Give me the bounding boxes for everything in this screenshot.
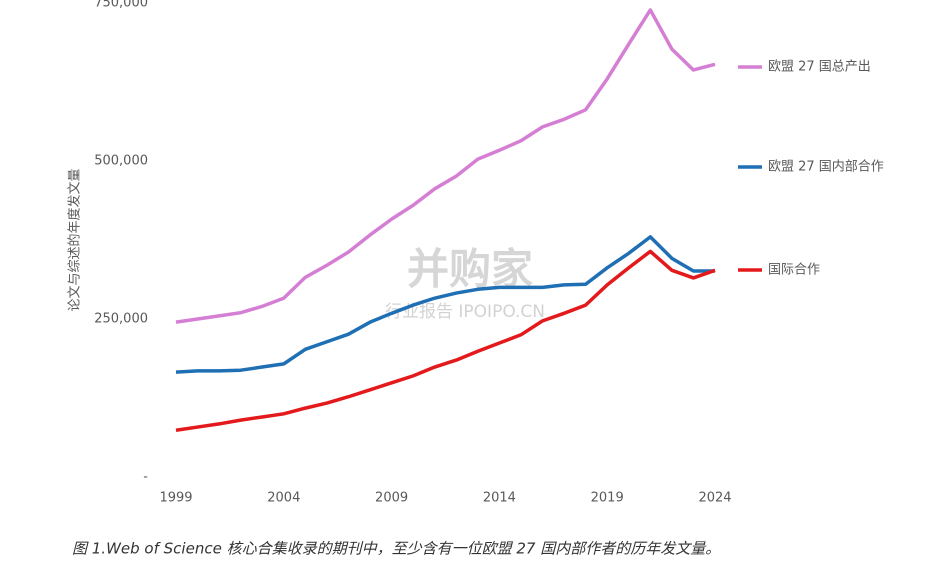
- y-axis-label: 论文与综述的年度发文量: [67, 168, 83, 311]
- y-tick-label: -: [143, 470, 148, 485]
- x-tick-label: 2024: [698, 491, 731, 506]
- series-line: [175, 8, 716, 324]
- y-tick-label: 750,000: [94, 0, 148, 11]
- x-tick-label: 2019: [591, 491, 624, 506]
- legend-label: 欧盟 27 国总产出: [768, 60, 871, 75]
- series-line: [175, 249, 716, 432]
- legend-label: 欧盟 27 国内部合作: [768, 159, 884, 175]
- y-tick-label: 500,000: [94, 154, 148, 169]
- y-tick-label: 250,000: [94, 312, 148, 327]
- series-line: [175, 235, 715, 374]
- legend-label: 国际合作: [768, 263, 820, 278]
- caption: 图 1.Web of Science 核心合集收录的期刊中，至少含有一位欧盟 2…: [72, 540, 720, 558]
- x-tick-label: 2014: [483, 491, 516, 506]
- watermark-subtitle: 行业报告 IPOIPO.CN: [385, 302, 545, 322]
- x-tick-label: 2004: [267, 491, 300, 506]
- x-tick-label: 1999: [159, 491, 192, 506]
- x-tick-label: 2009: [375, 491, 408, 506]
- watermark: 并购家: [407, 245, 533, 294]
